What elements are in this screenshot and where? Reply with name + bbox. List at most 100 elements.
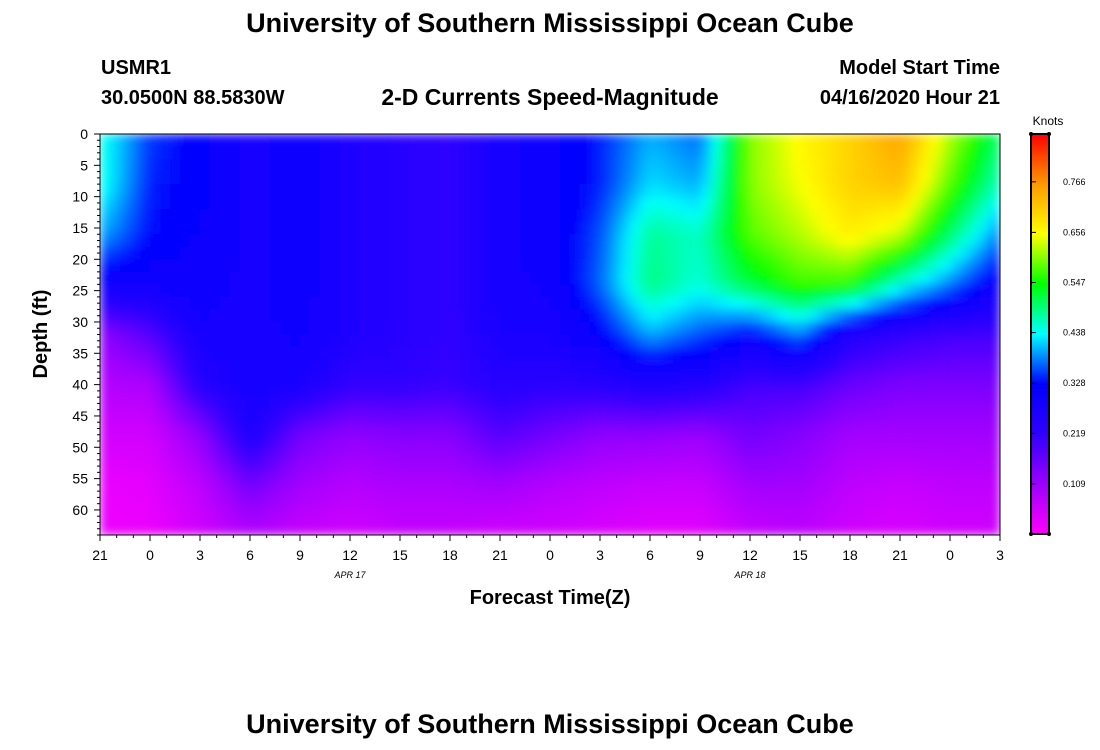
heatmap-cell xyxy=(380,221,391,235)
heatmap-cell xyxy=(610,171,621,185)
heatmap-cell xyxy=(510,259,521,273)
heatmap-cell xyxy=(880,246,891,260)
heatmap-cell xyxy=(890,234,901,248)
heatmap-cell xyxy=(360,347,371,361)
heatmap-cell xyxy=(810,459,821,473)
heatmap-cell xyxy=(460,259,471,273)
heatmap-cell xyxy=(880,234,891,248)
heatmap-cell xyxy=(870,509,881,524)
heatmap-cell xyxy=(510,422,521,436)
heatmap-cell xyxy=(640,134,651,148)
heatmap-cell xyxy=(970,159,981,173)
heatmap-cell xyxy=(450,184,461,198)
heatmap-cell xyxy=(770,347,781,361)
heatmap-cell xyxy=(250,296,261,311)
heatmap-cell xyxy=(460,209,471,223)
heatmap-cell xyxy=(250,309,261,323)
heatmap-cell xyxy=(720,159,731,173)
heatmap-cell xyxy=(660,434,671,448)
heatmap-cell xyxy=(400,234,411,248)
heatmap-cell xyxy=(560,209,571,223)
heatmap-cell xyxy=(500,422,511,436)
heatmap-cell xyxy=(210,359,221,373)
heatmap-cell xyxy=(980,246,991,260)
heatmap-cell xyxy=(630,134,641,148)
heatmap-cell xyxy=(300,334,311,348)
heatmap-cell xyxy=(320,347,331,361)
heatmap-cell xyxy=(890,209,901,223)
heatmap-cell xyxy=(490,397,501,411)
heatmap-cell xyxy=(730,309,741,323)
heatmap-cell xyxy=(260,146,271,160)
heatmap-cell xyxy=(140,447,151,461)
heatmap-cell xyxy=(100,159,111,173)
heatmap-cell xyxy=(530,309,541,323)
heatmap-cell xyxy=(410,472,421,486)
heatmap-cell xyxy=(820,509,831,524)
heatmap-cell xyxy=(340,497,351,511)
heatmap-cell xyxy=(780,497,791,511)
heatmap-cell xyxy=(110,522,121,535)
heatmap-cell xyxy=(520,221,531,235)
heatmap-cell xyxy=(810,209,821,223)
heatmap-cell xyxy=(890,134,901,148)
heatmap-cell xyxy=(800,484,811,499)
heatmap-cell xyxy=(910,184,921,198)
heatmap-cell xyxy=(150,509,161,524)
heatmap-cell xyxy=(550,372,561,386)
heatmap-cell xyxy=(770,484,781,499)
heatmap-cell xyxy=(970,171,981,185)
heatmap-cell xyxy=(840,484,851,499)
heatmap-cell xyxy=(780,259,791,273)
heatmap-cell xyxy=(620,221,631,235)
heatmap-cell xyxy=(390,447,401,461)
heatmap-cell xyxy=(890,221,901,235)
heatmap-cell xyxy=(250,196,261,210)
heatmap-cell xyxy=(480,296,491,311)
heatmap-cell xyxy=(820,159,831,173)
heatmap-cell xyxy=(150,271,161,285)
heatmap-cell xyxy=(870,472,881,486)
heatmap-cell xyxy=(860,447,871,461)
heatmap-cell xyxy=(440,309,451,323)
heatmap-cell xyxy=(400,259,411,273)
heatmap-cell xyxy=(350,359,361,373)
heatmap-cell xyxy=(950,159,961,173)
heatmap-cell xyxy=(260,484,271,499)
heatmap-cell xyxy=(540,359,551,373)
heatmap-cell xyxy=(240,434,251,448)
heatmap-cell xyxy=(670,259,681,273)
heatmap-cell xyxy=(760,459,771,473)
heatmap-cell xyxy=(490,472,501,486)
heatmap-cell xyxy=(410,246,421,260)
heatmap-cell xyxy=(120,447,131,461)
colorbar-tick-label: 0.656 xyxy=(1063,227,1086,237)
heatmap-cell xyxy=(900,509,911,524)
heatmap-cell xyxy=(890,522,901,535)
heatmap-cell xyxy=(930,509,941,524)
heatmap-cell xyxy=(490,321,501,336)
heatmap-cell xyxy=(460,321,471,336)
heatmap-cell xyxy=(750,209,761,223)
heatmap-cell xyxy=(870,347,881,361)
heatmap-cell xyxy=(340,284,351,298)
heatmap-cell xyxy=(430,497,441,511)
heatmap-cell xyxy=(360,384,371,398)
heatmap-cell xyxy=(130,234,141,248)
heatmap-cell xyxy=(830,134,841,148)
heatmap-cell xyxy=(810,484,821,499)
heatmap-cell xyxy=(850,171,861,185)
heatmap-cell xyxy=(360,522,371,535)
heatmap-cell xyxy=(310,284,321,298)
heatmap-cell xyxy=(340,434,351,448)
heatmap-cell xyxy=(740,484,751,499)
heatmap-cell xyxy=(620,334,631,348)
heatmap-cell xyxy=(180,522,191,535)
heatmap-cell xyxy=(660,497,671,511)
heatmap-cell xyxy=(760,159,771,173)
heatmap-cell xyxy=(430,234,441,248)
heatmap-cell xyxy=(660,384,671,398)
heatmap-cell xyxy=(900,171,911,185)
date-label: APR 17 xyxy=(333,570,366,580)
heatmap-cell xyxy=(480,422,491,436)
